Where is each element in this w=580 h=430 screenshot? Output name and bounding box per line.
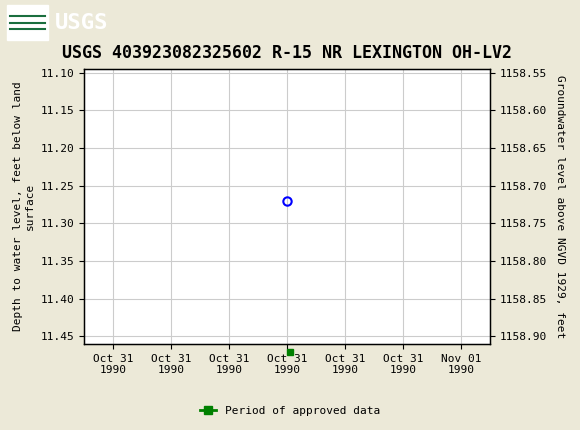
Y-axis label: Depth to water level, feet below land
surface: Depth to water level, feet below land su… (13, 82, 35, 331)
Y-axis label: Groundwater level above NGVD 1929, feet: Groundwater level above NGVD 1929, feet (556, 75, 566, 338)
Text: USGS: USGS (55, 12, 108, 33)
Bar (7, 6, 48, 40)
Title: USGS 403923082325602 R-15 NR LEXINGTON OH-LV2: USGS 403923082325602 R-15 NR LEXINGTON O… (62, 44, 512, 61)
Legend: Period of approved data: Period of approved data (195, 401, 385, 420)
